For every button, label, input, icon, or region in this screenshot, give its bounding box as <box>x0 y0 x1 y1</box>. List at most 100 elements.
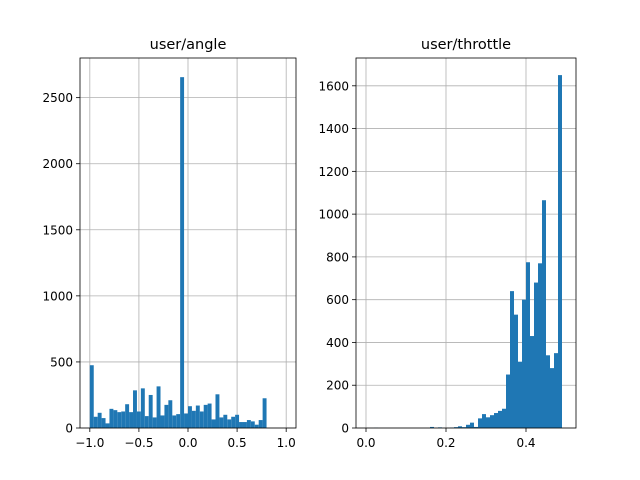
throttle-histogram-bar <box>490 415 494 428</box>
angle-histogram-bar <box>125 404 130 428</box>
throttle-y-tick-label: 1200 <box>318 165 349 179</box>
angle-histogram-bar <box>129 412 134 428</box>
angle-y-tick-label: 1500 <box>42 223 73 237</box>
angle-x-tick-label: 0.0 <box>178 436 197 450</box>
angle-histogram-bar <box>172 415 177 428</box>
angle-y-tick-label: 500 <box>50 355 73 369</box>
throttle-histogram-bar <box>466 424 470 428</box>
angle-histogram-bar <box>105 423 110 428</box>
throttle-histogram-bar <box>506 374 510 428</box>
angle-histogram-bar <box>113 410 118 428</box>
throttle-y-tick-label: 800 <box>326 250 349 264</box>
throttle-histogram-bar <box>518 361 522 428</box>
throttle-histogram-bar <box>454 427 458 428</box>
angle-histogram-bar <box>231 416 236 428</box>
angle-histogram-bar <box>184 413 188 428</box>
angle-histogram-bar <box>121 411 126 428</box>
angle-histogram-bar <box>164 404 169 428</box>
throttle-chart-title: user/throttle <box>421 37 511 53</box>
angle-histogram-bar <box>156 386 161 428</box>
throttle-y-tick-label: 600 <box>326 293 349 307</box>
angle-y-tick-label: 2000 <box>42 157 73 171</box>
angle-x-tick-label: 0.5 <box>228 436 247 450</box>
angle-x-tick-label: −0.5 <box>124 436 153 450</box>
angle-y-tick-label: 1000 <box>42 289 73 303</box>
angle-histogram-bar <box>203 404 208 428</box>
angle-histogram-bar <box>235 414 240 428</box>
angle-histogram-bar <box>199 411 204 428</box>
angle-histogram-bar <box>246 420 251 428</box>
angle-histogram-bar <box>227 419 232 428</box>
angle-histogram-bar <box>133 390 137 428</box>
angle-histogram-bar <box>188 406 192 428</box>
throttle-histogram-bar <box>526 262 530 428</box>
throttle-histogram-bar <box>486 417 490 428</box>
angle-histogram-bar <box>152 417 157 428</box>
angle-histogram-bar <box>195 405 200 428</box>
throttle-y-tick-label: 1000 <box>318 208 349 222</box>
angle-histogram-bar <box>140 388 145 428</box>
throttle-histogram-bar <box>498 410 502 428</box>
throttle-histogram-panel: 0.0 0.2 0.4 0 200 400 600 800 1000 1200 1400 1600 us… <box>318 37 577 450</box>
angle-histogram-bar <box>117 412 122 428</box>
throttle-histogram-bar <box>494 413 498 428</box>
throttle-y-tick-label: 400 <box>326 336 349 350</box>
angle-histogram-bar <box>254 424 259 428</box>
angle-histogram-bar <box>211 419 216 428</box>
angle-histogram-bar <box>89 365 94 428</box>
angle-histogram-bar <box>93 416 98 428</box>
angle-x-tick-label: −1.0 <box>75 436 104 450</box>
throttle-histogram-bar <box>538 263 542 428</box>
throttle-x-tick-label: 0.0 <box>356 436 375 450</box>
angle-histogram-bar <box>109 408 114 428</box>
throttle-histogram-bar <box>462 427 466 428</box>
throttle-axes-frame <box>355 57 577 429</box>
throttle-histogram-bar <box>550 368 554 428</box>
throttle-x-tick-label: 0.2 <box>436 436 455 450</box>
throttle-histogram-bar <box>534 282 538 428</box>
angle-histogram-bar <box>180 77 185 429</box>
angle-histogram-bar <box>191 410 196 428</box>
angle-x-tick-label: 1.0 <box>277 436 296 450</box>
angle-chart-title: user/angle <box>150 37 227 53</box>
angle-histogram-bar <box>242 422 247 428</box>
angle-y-tick-label: 2500 <box>42 91 73 105</box>
angle-y-tick-label: 0 <box>65 422 73 436</box>
throttle-histogram-bar <box>502 408 506 428</box>
angle-histogram-bar <box>148 394 153 428</box>
throttle-y-tick-label: 200 <box>326 379 349 393</box>
angle-histogram-panel: −1.0 −0.5 0.0 0.5 1.0 0 500 1000 1500 2000 2500 use… <box>42 37 297 450</box>
throttle-histogram-bar <box>542 200 546 428</box>
throttle-histogram-bar <box>514 314 518 428</box>
angle-histogram-bar <box>207 403 212 428</box>
angle-histogram-bar <box>168 400 173 428</box>
angle-histogram-bar <box>258 420 263 428</box>
throttle-histogram-bar <box>510 291 514 428</box>
angle-histogram-bar <box>136 411 141 428</box>
angle-histogram-bar <box>101 418 106 428</box>
angle-histogram-bar <box>97 412 102 428</box>
throttle-histogram-bar <box>558 75 562 428</box>
throttle-histogram-bar <box>546 355 550 428</box>
throttle-histogram-bar <box>482 414 486 428</box>
throttle-histogram-bar <box>554 353 558 428</box>
throttle-histogram-bar <box>458 426 462 428</box>
throttle-histogram-bar <box>530 336 534 428</box>
angle-histogram-bar <box>215 394 220 428</box>
throttle-histogram-bar <box>470 422 474 428</box>
angle-histogram-bar <box>239 422 243 428</box>
angle-histogram-bar <box>262 398 267 428</box>
throttle-y-tick-label: 1400 <box>318 122 349 136</box>
throttle-y-tick-label: 0 <box>341 422 349 436</box>
throttle-histogram-bar <box>474 426 478 428</box>
throttle-x-tick-label: 0.4 <box>516 436 535 450</box>
angle-histogram-bar <box>223 414 228 428</box>
angle-histogram-bar <box>250 421 255 428</box>
angle-histogram-bar <box>160 415 165 428</box>
throttle-histogram-bar <box>478 418 482 428</box>
angle-histogram-bar <box>219 417 224 428</box>
angle-histogram-bar <box>144 416 149 428</box>
throttle-y-tick-label: 1600 <box>318 79 349 93</box>
throttle-histogram-bar <box>430 426 434 428</box>
angle-histogram-bar <box>176 414 181 428</box>
